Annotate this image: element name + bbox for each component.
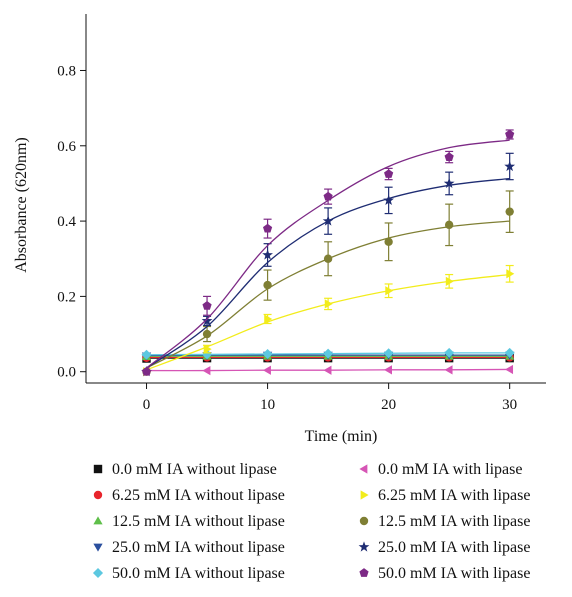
x-tick-label: 10 [260, 397, 275, 413]
series-5 [141, 347, 515, 360]
legend-item: 0.0 mM IA with lipase [359, 461, 522, 478]
legend-label: 12.5 mM IA without lipase [112, 513, 285, 530]
data-point [202, 349, 213, 360]
data-point [262, 223, 273, 233]
y-tick-label: 0.4 [57, 214, 76, 230]
legend-marker [359, 464, 368, 474]
legend: 0.0 mM IA without lipase 6.25 mM IA witho… [92, 461, 530, 582]
legend-label: 50.0 mM IA without lipase [112, 565, 285, 582]
legend-marker [93, 464, 103, 474]
data-point [323, 365, 332, 375]
y-tick-label: 0.2 [57, 289, 76, 305]
y-axis-title: Absorbance (620nm) [13, 137, 30, 273]
data-point [262, 249, 273, 260]
data-point [384, 365, 392, 375]
data-point [445, 276, 454, 286]
data-point [323, 191, 333, 201]
data-point [504, 160, 516, 172]
data-point [505, 207, 514, 216]
legend-label: 25.0 mM IA without lipase [112, 539, 285, 556]
legend-marker [360, 490, 369, 500]
legend-label: 0.0 mM IA with lipase [378, 461, 522, 478]
legend-marker [93, 490, 103, 500]
data-point [385, 286, 394, 296]
legend-marker [358, 541, 370, 552]
data-point [383, 194, 395, 205]
data-point [505, 129, 515, 139]
data-point [262, 365, 271, 375]
series-6 [141, 364, 514, 376]
series-8 [142, 190, 514, 376]
data-point [383, 348, 394, 359]
data-point [263, 280, 272, 290]
legend-marker [359, 568, 369, 577]
legend-marker [359, 516, 369, 526]
fit-line [146, 139, 510, 369]
axes: 0 10 20 30 0.0 0.2 0.4 0.6 0.8 [57, 14, 546, 413]
plot-area [141, 129, 516, 377]
data-point [444, 365, 453, 375]
x-axis-title: Time (min) [305, 428, 378, 445]
data-point [201, 315, 213, 326]
legend-marker [93, 543, 103, 552]
y-tick-label: 0.8 [57, 63, 76, 79]
data-point [504, 347, 515, 358]
data-point [141, 366, 152, 376]
data-point [202, 329, 212, 339]
data-point [443, 177, 455, 189]
series-9 [141, 152, 516, 377]
x-tick-label: 0 [143, 397, 151, 413]
legend-item: 50.0 mM IA without lipase [92, 565, 285, 582]
data-point [444, 152, 454, 161]
data-point [444, 220, 454, 230]
data-point [384, 169, 394, 178]
data-point [384, 237, 393, 247]
legend-item: 12.5 mM IA without lipase [93, 513, 285, 530]
data-point [324, 299, 333, 309]
legend-label: 0.0 mM IA without lipase [112, 461, 277, 478]
legend-item: 25.0 mM IA without lipase [93, 539, 285, 556]
legend-marker [93, 516, 103, 525]
legend-item: 0.0 mM IA without lipase [93, 461, 277, 478]
legend-label: 50.0 mM IA with lipase [378, 565, 530, 582]
data-point [505, 364, 514, 375]
x-tick-label: 30 [502, 397, 517, 413]
data-point [262, 348, 273, 360]
legend-label: 25.0 mM IA with lipase [378, 539, 530, 556]
legend-label: 6.25 mM IA without lipase [112, 487, 285, 504]
data-point [203, 344, 212, 354]
series-10 [141, 129, 515, 376]
data-point [323, 348, 334, 359]
data-point [322, 215, 334, 226]
data-point [141, 349, 152, 360]
legend-item: 50.0 mM IA with lipase [359, 565, 530, 582]
data-point [202, 300, 212, 310]
legend-label: 12.5 mM IA with lipase [378, 513, 530, 530]
legend-item: 12.5 mM IA with lipase [359, 513, 530, 530]
data-point [202, 365, 211, 376]
data-point [323, 254, 333, 263]
data-point [444, 347, 455, 358]
legend-item: 6.25 mM IA with lipase [360, 487, 530, 504]
legend-item: 25.0 mM IA with lipase [358, 539, 530, 556]
data-point [264, 314, 273, 324]
x-tick-label: 20 [381, 397, 396, 413]
legend-marker [92, 567, 104, 579]
legend-item: 6.25 mM IA without lipase [93, 487, 285, 504]
legend-label: 6.25 mM IA with lipase [378, 487, 530, 504]
y-tick-label: 0.0 [57, 365, 76, 381]
data-point [506, 269, 515, 279]
y-tick-label: 0.6 [57, 139, 76, 155]
